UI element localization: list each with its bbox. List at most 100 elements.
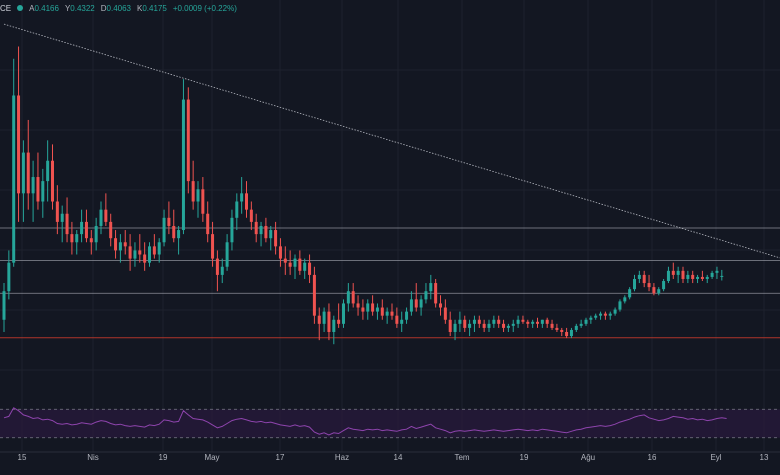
rsi-line [3, 407, 727, 436]
candle [390, 303, 394, 320]
candle-body [497, 319, 501, 324]
candle [453, 319, 457, 341]
candle-body [332, 319, 336, 332]
low-value: 0.4063 [106, 3, 131, 13]
candle-body [298, 258, 302, 271]
candle-body [177, 230, 181, 239]
candle [623, 295, 627, 304]
candle [603, 311, 607, 320]
time-axis[interactable]: 15 Nis 19 May 17 Haz 14 Tem 19 Ağu 16 Eyl 13 [0, 451, 780, 462]
candle [419, 295, 423, 316]
candle [278, 238, 282, 267]
candle [385, 307, 389, 324]
candle-body [21, 152, 25, 194]
candle [550, 319, 554, 330]
candle [41, 168, 45, 218]
candle [448, 311, 452, 337]
candle [380, 299, 384, 320]
candle [400, 311, 404, 332]
candle-body [599, 313, 603, 316]
candle-body [623, 297, 627, 302]
candle [84, 209, 88, 243]
candle-body [662, 281, 666, 290]
candle [31, 160, 35, 222]
symbol-label: CE [0, 3, 12, 13]
candle-body [618, 301, 622, 310]
rsi-band [0, 409, 780, 438]
candle-body [565, 331, 569, 337]
candle-body [342, 303, 345, 324]
candle [356, 295, 360, 316]
candle [468, 319, 472, 337]
candle [220, 258, 224, 284]
candle [555, 323, 559, 332]
candle [477, 315, 481, 328]
candle [637, 270, 641, 284]
candle-body [584, 319, 588, 324]
candle-body [637, 274, 641, 279]
candle [230, 209, 234, 251]
candle-body [245, 193, 248, 210]
x-tick-label: Nis [87, 453, 99, 462]
candle-body [434, 283, 438, 304]
candle [36, 152, 40, 210]
candle-body [691, 274, 695, 279]
x-tick-label: 19 [520, 453, 529, 462]
high-label: Y [64, 3, 71, 13]
candle [206, 201, 210, 243]
candle [710, 270, 714, 279]
candle [308, 254, 312, 284]
candle [17, 46, 21, 222]
candle [429, 274, 433, 300]
candle [55, 185, 59, 235]
candle-body [84, 221, 88, 239]
candle-body [167, 217, 171, 226]
candle [686, 270, 690, 284]
candle [487, 319, 491, 332]
grid [0, 0, 780, 452]
x-tick-label: 19 [159, 453, 168, 462]
candle-body [41, 181, 45, 202]
candle-body [502, 323, 506, 328]
candle-body [303, 262, 307, 271]
candle-body [114, 238, 118, 251]
candle [579, 319, 583, 328]
candle [240, 177, 244, 214]
candle [657, 287, 661, 296]
candle [332, 315, 336, 345]
candle-body [327, 311, 331, 332]
status-dot-icon [17, 5, 24, 11]
candle-body [710, 272, 714, 277]
candle-body [89, 238, 93, 243]
candle-body [652, 287, 656, 294]
candle [628, 287, 632, 300]
candle [540, 319, 544, 328]
candle-body [574, 325, 578, 330]
candle-body [492, 319, 496, 324]
candle-body [545, 319, 549, 324]
candle [676, 266, 680, 284]
candle-body [235, 201, 239, 218]
candle [143, 242, 147, 271]
candle [613, 307, 617, 316]
x-tick-label: Ağu [581, 453, 595, 462]
candle-body [487, 323, 491, 328]
candle-body [26, 152, 30, 194]
candle-body [269, 230, 273, 239]
candle-body [172, 225, 176, 239]
candles [2, 46, 724, 345]
candle-body [138, 250, 142, 255]
candle-body [720, 275, 724, 277]
candle [322, 307, 326, 332]
candle-body [477, 319, 481, 324]
candle [560, 327, 564, 337]
candle [317, 307, 321, 341]
trendline[interactable] [3, 23, 780, 259]
candle-body [283, 258, 287, 263]
candle-body [220, 266, 224, 275]
candle-body [230, 217, 234, 243]
candle-body [429, 283, 433, 292]
candle-body [2, 291, 6, 320]
